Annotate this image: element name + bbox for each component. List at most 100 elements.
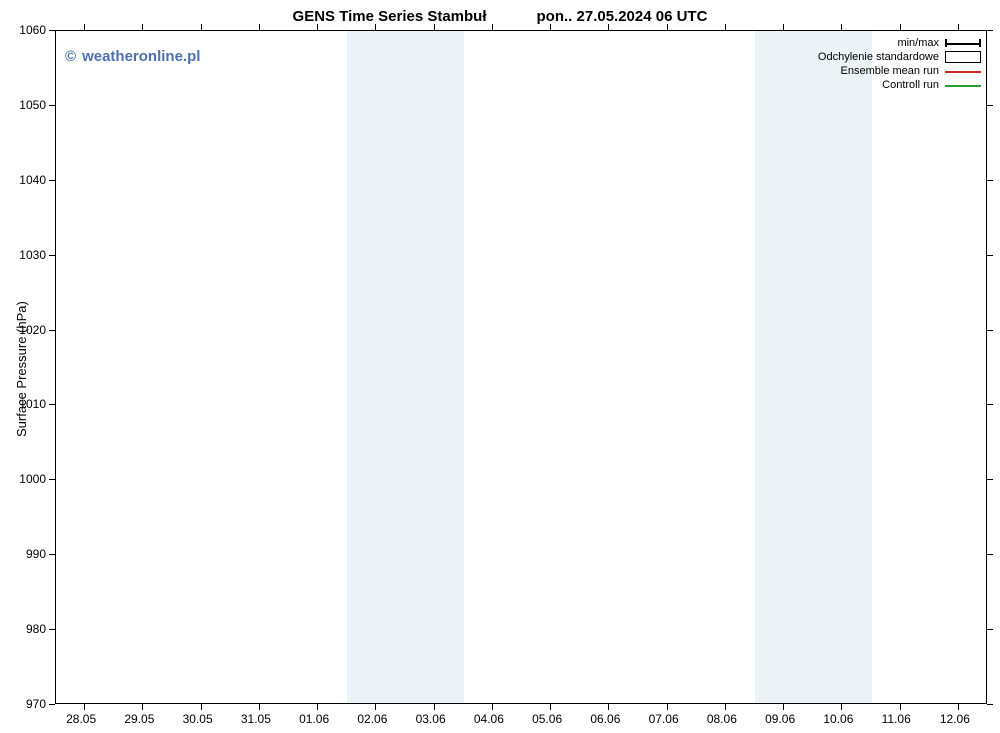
y-tick <box>987 330 993 331</box>
x-tick-label: 31.05 <box>241 712 271 726</box>
x-tick <box>201 704 202 710</box>
y-tick <box>49 704 55 705</box>
x-tick <box>608 704 609 710</box>
x-tick <box>434 704 435 710</box>
x-tick <box>667 24 668 30</box>
y-tick <box>987 30 993 31</box>
x-tick-label: 28.05 <box>66 712 96 726</box>
x-tick-label: 06.06 <box>590 712 620 726</box>
x-tick <box>317 24 318 30</box>
x-tick-label: 10.06 <box>823 712 853 726</box>
y-tick <box>49 105 55 106</box>
y-tick <box>49 255 55 256</box>
plot-area <box>55 30 987 704</box>
x-tick <box>550 704 551 710</box>
y-tick <box>987 255 993 256</box>
x-tick <box>375 24 376 30</box>
x-tick <box>492 24 493 30</box>
legend-swatch <box>945 65 981 77</box>
x-tick <box>259 704 260 710</box>
x-tick <box>259 24 260 30</box>
title-right: pon.. 27.05.2024 06 UTC <box>537 8 708 25</box>
y-tick <box>987 629 993 630</box>
watermark: © weatheronline.pl <box>65 48 200 65</box>
x-tick-label: 04.06 <box>474 712 504 726</box>
y-tick-label: 1060 <box>19 23 46 37</box>
legend-swatch <box>945 79 981 91</box>
y-tick-label: 970 <box>26 697 46 711</box>
y-axis-label: Surface Pressure (hPa) <box>14 301 29 437</box>
chart-title: GENS Time Series Stambuł pon.. 27.05.2024… <box>0 8 1000 25</box>
y-tick <box>987 180 993 181</box>
title-left: GENS Time Series Stambuł <box>293 8 487 25</box>
y-tick-label: 1000 <box>19 472 46 486</box>
legend-swatch <box>945 51 981 63</box>
x-tick <box>317 704 318 710</box>
y-tick <box>987 404 993 405</box>
y-tick <box>987 554 993 555</box>
x-tick-label: 07.06 <box>649 712 679 726</box>
x-tick <box>142 704 143 710</box>
x-tick-label: 30.05 <box>183 712 213 726</box>
x-tick <box>725 704 726 710</box>
x-tick-label: 09.06 <box>765 712 795 726</box>
x-tick <box>142 24 143 30</box>
x-tick <box>725 24 726 30</box>
x-tick <box>958 24 959 30</box>
y-tick <box>49 180 55 181</box>
x-tick <box>375 704 376 710</box>
legend-label: Ensemble mean run <box>841 65 939 77</box>
y-tick-label: 990 <box>26 547 46 561</box>
copyright-icon: © <box>65 48 76 65</box>
x-tick-label: 29.05 <box>124 712 154 726</box>
y-tick <box>49 629 55 630</box>
y-tick <box>987 479 993 480</box>
x-tick <box>900 704 901 710</box>
x-tick <box>608 24 609 30</box>
y-tick <box>987 704 993 705</box>
y-tick-label: 980 <box>26 622 46 636</box>
legend-label: Odchylenie standardowe <box>818 51 939 63</box>
y-tick <box>49 554 55 555</box>
x-tick-label: 08.06 <box>707 712 737 726</box>
x-tick <box>550 24 551 30</box>
x-tick-label: 01.06 <box>299 712 329 726</box>
x-tick-label: 02.06 <box>357 712 387 726</box>
y-tick-label: 1030 <box>19 248 46 262</box>
x-tick <box>783 704 784 710</box>
x-tick <box>84 704 85 710</box>
x-tick <box>84 24 85 30</box>
watermark-text: weatheronline.pl <box>82 48 200 65</box>
x-tick <box>958 704 959 710</box>
legend: min/max Odchylenie standardowe Ensemble me… <box>818 36 981 92</box>
x-tick-label: 12.06 <box>940 712 970 726</box>
y-tick <box>987 105 993 106</box>
y-tick <box>49 330 55 331</box>
x-tick <box>434 24 435 30</box>
x-tick <box>900 24 901 30</box>
legend-label: Controll run <box>882 79 939 91</box>
y-tick-label: 1040 <box>19 173 46 187</box>
x-tick <box>783 24 784 30</box>
y-tick <box>49 479 55 480</box>
y-tick <box>49 30 55 31</box>
weekend-band <box>347 31 464 703</box>
y-tick-label: 1050 <box>19 98 46 112</box>
x-tick <box>841 704 842 710</box>
legend-entry: Odchylenie standardowe <box>818 50 981 64</box>
x-tick <box>492 704 493 710</box>
weekend-band <box>755 31 872 703</box>
legend-entry: Controll run <box>818 78 981 92</box>
x-tick <box>667 704 668 710</box>
y-tick <box>49 404 55 405</box>
legend-swatch <box>945 37 981 49</box>
legend-entry: Ensemble mean run <box>818 64 981 78</box>
legend-label: min/max <box>897 37 939 49</box>
x-tick-label: 11.06 <box>882 712 911 726</box>
surface-pressure-chart: GENS Time Series Stambuł pon.. 27.05.2024… <box>0 0 1000 733</box>
x-tick-label: 03.06 <box>416 712 446 726</box>
x-tick <box>841 24 842 30</box>
x-tick-label: 05.06 <box>532 712 562 726</box>
x-tick <box>201 24 202 30</box>
legend-entry: min/max <box>818 36 981 50</box>
